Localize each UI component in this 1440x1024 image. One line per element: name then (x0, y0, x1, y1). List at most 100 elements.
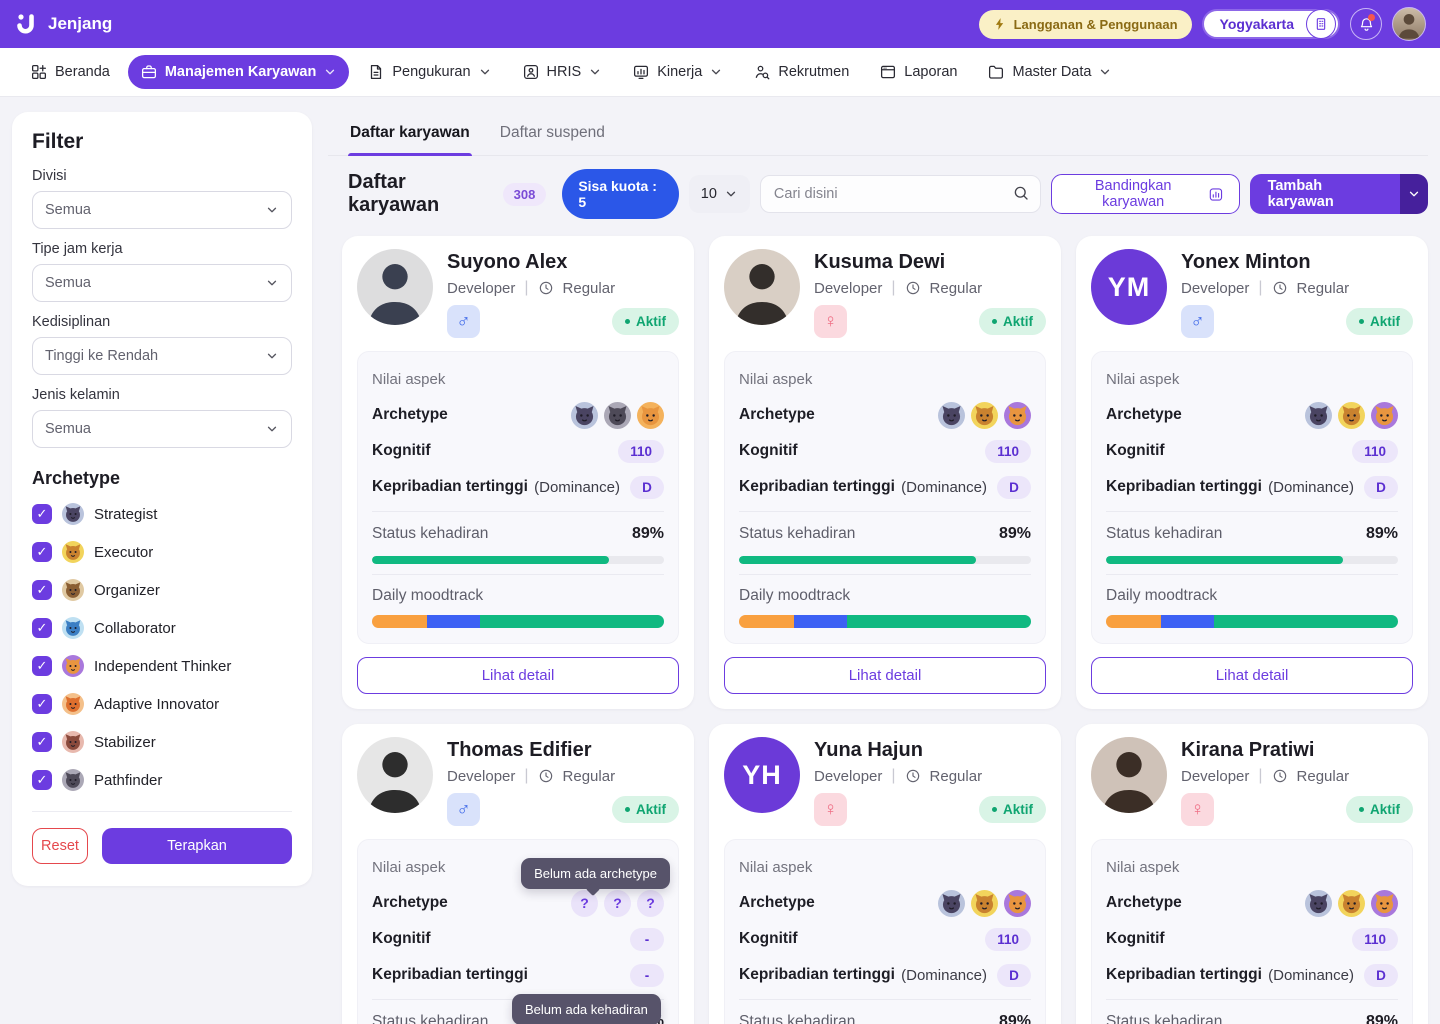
archetype-filter-title: Archetype (32, 468, 121, 488)
add-employee-button[interactable]: Tambah karyawan (1249, 174, 1401, 214)
divider (1106, 574, 1398, 575)
owl-icon (62, 503, 84, 525)
notifications-button[interactable] (1350, 8, 1382, 40)
tab-daftar-suspend[interactable]: Daftar suspend (499, 124, 605, 141)
kognitif-label: Kognitif (1106, 930, 1165, 947)
checkbox-checked[interactable]: ✓ (32, 580, 52, 600)
app-logo[interactable]: Jenjang (14, 11, 112, 37)
nilai-aspek-label: Nilai aspek (1106, 858, 1180, 876)
employee-role: Developer (1181, 279, 1250, 297)
nav-item-laporan[interactable]: Laporan (867, 55, 969, 89)
status-badge: Aktif (979, 308, 1046, 335)
nav-item-manajemen-karyawan[interactable]: Manajemen Karyawan (127, 55, 350, 89)
archetype-label: Archetype (739, 894, 815, 911)
nilai-aspek-label: Nilai aspek (739, 858, 813, 876)
cow-icon (62, 731, 84, 753)
add-employee-dropdown[interactable] (1400, 174, 1428, 214)
apply-button[interactable]: Terapkan (102, 828, 292, 864)
status-dot (625, 807, 630, 812)
archetype-checkbox-row[interactable]: ✓ Stabilizer (32, 723, 292, 761)
company-button[interactable] (1306, 9, 1336, 39)
filter-select[interactable]: Semua (32, 191, 292, 229)
clock-icon (905, 768, 921, 784)
kognitif-label: Kognitif (1106, 442, 1165, 459)
nav-item-pengukuran[interactable]: Pengukuran (355, 55, 503, 89)
nav-item-kinerja[interactable]: Kinerja (620, 55, 735, 89)
view-detail-button[interactable]: Lihat detail (724, 657, 1046, 694)
owl-icon (1305, 889, 1332, 917)
nav-item-beranda[interactable]: Beranda (18, 55, 122, 89)
search-input[interactable] (759, 175, 1041, 213)
kognitif-label: Kognitif (372, 442, 431, 459)
tab-daftar-karyawan[interactable]: Daftar karyawan (348, 116, 472, 156)
archetype-label: Archetype (372, 894, 448, 911)
kognitif-label: Kognitif (739, 930, 798, 947)
filter-select[interactable]: Tinggi ke Rendah (32, 337, 292, 375)
view-detail-button[interactable]: Lihat detail (1091, 657, 1413, 694)
nav-item-hris[interactable]: HRIS (510, 55, 615, 89)
mood-segment (1161, 615, 1215, 628)
employee-name: Kusuma Dewi (814, 251, 946, 273)
employee-name: Kirana Pratiwi (1181, 739, 1315, 761)
male-gender-badge: ♂ (1181, 305, 1214, 338)
clock-icon (538, 768, 554, 784)
profile-avatar[interactable] (1392, 7, 1426, 41)
employee-shift: Regular (1296, 767, 1350, 785)
checkbox-checked[interactable]: ✓ (32, 504, 52, 524)
checkbox-checked[interactable]: ✓ (32, 656, 52, 676)
document-icon (371, 64, 382, 80)
unknown-archetype-icon[interactable]: ? (637, 889, 664, 917)
archetype-checkbox-row[interactable]: ✓ Independent Thinker (32, 647, 292, 685)
bell-icon (1360, 17, 1372, 31)
archetype-label: Archetype (1106, 406, 1182, 423)
archetype-checkbox-row[interactable]: ✓ Executor (32, 533, 292, 571)
archetype-checkbox-row[interactable]: ✓ Collaborator (32, 609, 292, 647)
kepribadian-label: Kepribadian tertinggi (1106, 478, 1262, 495)
owl-icon (571, 401, 598, 429)
employee-avatar (1091, 737, 1167, 813)
checkbox-checked[interactable]: ✓ (32, 542, 52, 562)
checkbox-checked[interactable]: ✓ (32, 770, 52, 790)
archetype-checkbox-row[interactable]: ✓ Pathfinder (32, 761, 292, 799)
filter-select[interactable]: Semua (32, 264, 292, 302)
kognitif-score-badge: 110 (1352, 927, 1398, 951)
nav-item-rekrutmen[interactable]: Rekrutmen (741, 55, 861, 89)
filter-field-label: Jenis kelamin (32, 387, 120, 403)
mood-segment (1106, 615, 1162, 628)
employee-shift: Regular (929, 279, 983, 297)
location-switcher[interactable]: Yogyakarta (1201, 9, 1340, 39)
archetype-icons (938, 401, 1031, 429)
people-icon (523, 64, 538, 80)
aspect-panel: Nilai aspek Archetype Kognitif 110 Kepri… (724, 839, 1046, 1024)
page-size-select[interactable]: 10 (688, 175, 750, 213)
cat-icon (1004, 889, 1031, 917)
cat-icon (1004, 401, 1031, 429)
checkbox-checked[interactable]: ✓ (32, 618, 52, 638)
archetype-checkbox-row[interactable]: ✓ Organizer (32, 571, 292, 609)
view-detail-button[interactable]: Lihat detail (357, 657, 679, 694)
employee-shift: Regular (929, 767, 983, 785)
top-app-bar: Jenjang Langganan & Penggunaan Yogyakart… (0, 0, 1440, 48)
filter-select[interactable]: Semua (32, 410, 292, 448)
nav-item-master-data[interactable]: Master Data (975, 55, 1124, 89)
status-dot (1359, 807, 1364, 812)
archetype-checkbox-row[interactable]: ✓ Adaptive Innovator (32, 685, 292, 723)
quota-pill[interactable]: Sisa kuota : 5 (562, 169, 679, 219)
unknown-archetype-icon[interactable]: ? (604, 889, 631, 917)
filter-panel: Filter Divisi Semua Tipe jam kerja Semua… (12, 112, 312, 886)
employee-name: Yuna Hajun (814, 739, 923, 761)
male-gender-badge: ♂ (447, 305, 480, 338)
checkbox-checked[interactable]: ✓ (32, 694, 52, 714)
dolphin-icon (62, 617, 84, 639)
reset-button[interactable]: Reset (32, 828, 88, 864)
checkbox-checked[interactable]: ✓ (32, 732, 52, 752)
compare-employees-button[interactable]: Bandingkan karyawan (1050, 174, 1240, 214)
employee-shift: Regular (562, 767, 616, 785)
archetype-checkbox-row[interactable]: ✓ Strategist (32, 495, 292, 533)
kepribadian-label: Kepribadian tertinggi (372, 966, 528, 983)
add-employee-split-button[interactable]: Tambah karyawan (1249, 174, 1428, 214)
subscription-usage-button[interactable]: Langganan & Penggunaan (978, 9, 1192, 39)
employee-shift: Regular (1296, 279, 1350, 297)
employee-role: Developer (1181, 767, 1250, 785)
employee-shift: Regular (562, 279, 616, 297)
